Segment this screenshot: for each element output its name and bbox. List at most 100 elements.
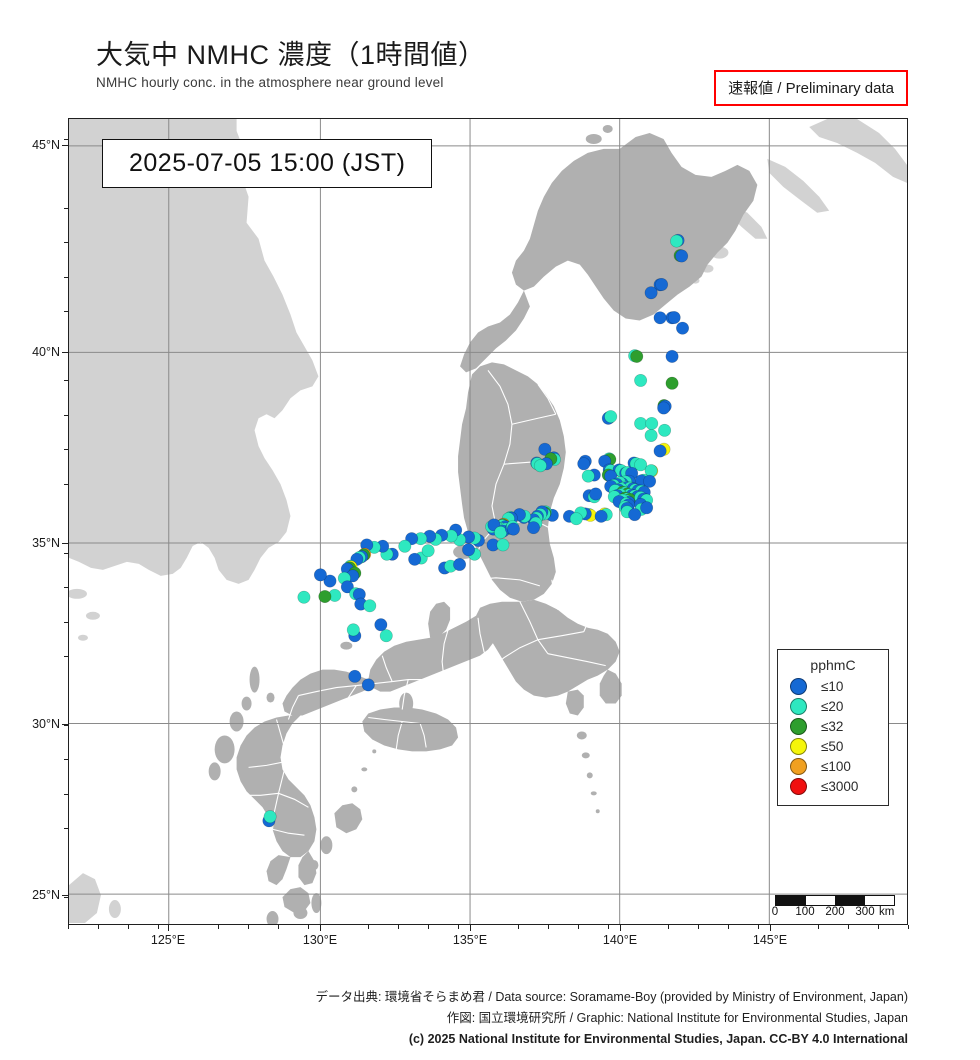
station-point[interactable] — [361, 678, 375, 692]
station-point[interactable] — [363, 599, 377, 613]
legend-item: ≤32 — [790, 716, 876, 736]
station-point[interactable] — [340, 580, 354, 594]
legend-item: ≤100 — [790, 756, 876, 776]
y-axis-label: 45°N — [32, 138, 60, 152]
station-point[interactable] — [421, 544, 435, 558]
station-point[interactable] — [313, 568, 327, 582]
station-point[interactable] — [348, 669, 362, 683]
legend-item: ≤20 — [790, 696, 876, 716]
station-point[interactable] — [630, 349, 644, 363]
x-axis-minor-tick — [728, 925, 729, 929]
station-point[interactable] — [667, 311, 681, 324]
station-point[interactable] — [634, 373, 648, 387]
station-point[interactable] — [297, 590, 311, 604]
station-point[interactable] — [604, 410, 618, 424]
y-axis-minor-tick — [64, 552, 68, 554]
x-axis-minor-tick — [548, 925, 549, 929]
station-point[interactable] — [538, 442, 552, 456]
station-point[interactable] — [527, 521, 540, 535]
station-point[interactable] — [379, 629, 393, 643]
station-point[interactable] — [665, 349, 679, 363]
station-point[interactable] — [634, 458, 648, 472]
scale-bar-tick-label: 200 — [825, 906, 845, 918]
scale-bar-tick-label: 100 — [795, 906, 815, 918]
station-point[interactable] — [676, 321, 690, 335]
y-axis-minor-tick — [64, 414, 68, 416]
legend-item-label: ≤100 — [821, 758, 851, 774]
preliminary-data-badge: 速報値 / Preliminary data — [714, 70, 908, 106]
station-point[interactable] — [634, 416, 648, 430]
scale-segment — [776, 896, 806, 905]
x-axis-minor-tick — [308, 925, 309, 929]
station-point[interactable] — [644, 286, 658, 300]
footer-copyright: (c) 2025 National Institute for Environm… — [408, 1032, 908, 1046]
scale-bar-labels: 0 100 200 300 km — [771, 906, 895, 920]
station-point[interactable] — [533, 459, 547, 473]
map-plot-area[interactable]: 2025-07-05 15:00 (JST) pphmC ≤10 ≤20 ≤32 ≤5… — [68, 118, 908, 925]
station-point[interactable] — [653, 444, 667, 458]
japan-landmass-group — [208, 124, 758, 924]
x-axis-minor-tick — [518, 925, 519, 929]
y-axis-minor-tick — [64, 793, 68, 795]
y-axis-minor-tick — [64, 311, 68, 313]
station-point[interactable] — [655, 278, 669, 291]
y-axis-minor-tick — [64, 759, 68, 761]
station-point[interactable] — [506, 522, 520, 536]
station-point[interactable] — [643, 474, 657, 488]
x-axis-minor-tick — [848, 925, 849, 929]
station-point[interactable] — [658, 423, 672, 437]
station-point[interactable] — [453, 558, 467, 571]
y-axis-label: 30°N — [32, 717, 60, 731]
legend-color-swatch — [790, 777, 807, 795]
station-point[interactable] — [640, 501, 654, 515]
station-point[interactable] — [589, 487, 603, 501]
x-axis-minor-tick — [428, 925, 429, 929]
y-axis-minor-tick — [64, 276, 68, 278]
y-axis-label: 40°N — [32, 345, 60, 359]
scale-bar-tick-label: 0 — [771, 906, 779, 918]
page-title: 大気中 NMHC 濃度（1時間値） — [96, 40, 486, 70]
legend-color-swatch — [790, 697, 807, 715]
station-point[interactable] — [644, 429, 658, 442]
station-point[interactable] — [496, 538, 510, 552]
station-point[interactable] — [323, 574, 337, 588]
station-point[interactable] — [594, 509, 608, 523]
x-axis-minor-tick — [908, 925, 909, 929]
station-point[interactable] — [408, 552, 422, 566]
station-point[interactable] — [374, 618, 388, 632]
station-point[interactable] — [675, 249, 689, 263]
station-point[interactable] — [645, 416, 659, 430]
station-point[interactable] — [653, 311, 667, 325]
x-axis-tick — [168, 925, 169, 931]
station-point[interactable] — [577, 457, 591, 471]
x-axis-tick — [320, 925, 321, 931]
x-axis-label: 140°E — [602, 933, 638, 947]
legend-color-swatch — [790, 757, 807, 775]
x-axis-label: 145°E — [752, 933, 788, 947]
x-axis-minor-tick — [608, 925, 609, 929]
legend-color-swatch — [790, 677, 807, 695]
y-axis-minor-tick — [64, 242, 68, 244]
datetime-stamp: 2025-07-05 15:00 (JST) — [102, 139, 433, 188]
x-axis-label: 125°E — [150, 933, 186, 947]
station-point[interactable] — [263, 810, 277, 824]
station-point[interactable] — [346, 623, 360, 637]
y-axis-minor-tick — [64, 207, 68, 209]
x-axis-minor-tick — [68, 925, 69, 929]
station-point[interactable] — [657, 401, 671, 415]
station-point[interactable] — [398, 539, 412, 553]
station-point[interactable] — [569, 512, 583, 526]
station-point[interactable] — [581, 469, 595, 483]
foreign-landmass-group — [69, 119, 907, 924]
station-point[interactable] — [665, 376, 679, 390]
legend-title: pphmC — [810, 657, 856, 673]
y-axis-minor-tick — [64, 483, 68, 485]
station-point[interactable] — [670, 234, 684, 248]
station-point[interactable] — [628, 508, 642, 522]
x-axis-minor-tick — [248, 925, 249, 929]
scale-bar-tick-label: 300 — [855, 906, 875, 918]
station-point[interactable] — [462, 543, 476, 557]
station-point[interactable] — [318, 590, 332, 603]
legend-item-label: ≤32 — [821, 718, 844, 734]
x-axis-minor-tick — [128, 925, 129, 929]
